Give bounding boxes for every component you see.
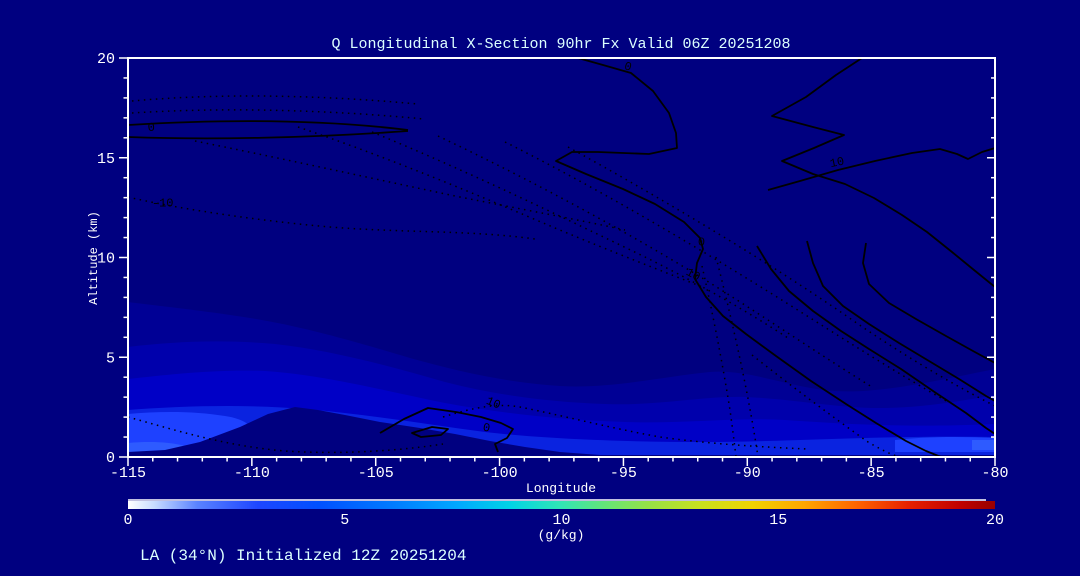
dotted-contour <box>504 141 949 403</box>
dotted-contour <box>371 131 789 339</box>
solid-contour-lines <box>128 58 995 457</box>
x-tick-label: -80 <box>981 465 1008 482</box>
x-tick-label: -85 <box>858 465 885 482</box>
contour-value-labels: 0 -10 0 0 10 10 10 0 <box>147 59 846 435</box>
dotted-contour-lines <box>128 95 995 457</box>
x-tick-label: -115 <box>110 465 146 482</box>
x-tick-label: -90 <box>734 465 761 482</box>
y-tick-label: 15 <box>97 151 115 168</box>
colorbar-unit: (g/kg) <box>538 528 585 543</box>
solid-contour-diag-1 <box>756 245 995 435</box>
solid-contour-small-loop <box>411 426 449 438</box>
contour-label: 10 <box>683 265 702 284</box>
solid-contour-diag-2 <box>806 240 995 402</box>
contour-label: -10 <box>152 197 174 211</box>
dotted-contour <box>194 140 626 231</box>
solid-contour-zero-lens-top <box>128 120 409 131</box>
contour-label: 0 <box>147 121 155 136</box>
colorbar-tick-labels: 0 5 10 15 20 <box>123 512 1004 529</box>
colorbar-tick-label: 15 <box>769 512 787 529</box>
solid-contour-zigzag <box>771 58 995 288</box>
solid-contour-zero-lens-bottom <box>128 130 409 140</box>
solid-contour-diag-3 <box>862 242 995 364</box>
dotted-contour <box>437 135 873 388</box>
x-tick-label: -95 <box>610 465 637 482</box>
y-tick-label: 20 <box>97 51 115 68</box>
q-band-6-right <box>972 440 995 450</box>
x-axis-title: Longitude <box>526 481 596 496</box>
contour-label: 10 <box>829 154 846 171</box>
contour-label: 0 <box>698 236 705 250</box>
solid-contour-ten <box>767 147 995 191</box>
colorbar-tick-label: 20 <box>986 512 1004 529</box>
contour-label: 10 <box>484 394 503 412</box>
colorbar-tick-label: 5 <box>340 512 349 529</box>
contour-label: 0 <box>482 421 492 436</box>
x-tick-label: -100 <box>482 465 518 482</box>
terrain-silhouette <box>128 407 995 457</box>
colorbar-gradient <box>128 501 995 509</box>
dotted-contour <box>131 95 419 105</box>
chart-title: Q Longitudinal X-Section 90hr Fx Valid 0… <box>331 36 790 53</box>
colorbar-tick-label: 10 <box>552 512 570 529</box>
dotted-contour <box>131 109 425 120</box>
y-axis-title: Altitude (km) <box>87 211 101 305</box>
y-tick-label: 5 <box>106 350 115 367</box>
x-tick-label: -105 <box>358 465 394 482</box>
dotted-contour <box>715 256 759 457</box>
solid-contour-main <box>555 58 942 457</box>
dotted-contour <box>297 126 706 289</box>
moisture-fill-layers <box>128 302 995 457</box>
x-tick-label: -110 <box>234 465 270 482</box>
init-info-text: LA (34°N) Initialized 12Z 20251204 <box>140 547 466 565</box>
contour-label: 0 <box>623 59 634 74</box>
y-tick-label: 10 <box>97 251 115 268</box>
axis-ticks <box>119 57 996 466</box>
y-tick-label: 0 <box>106 450 115 467</box>
dotted-contour-minus10 <box>128 196 536 240</box>
dotted-contour-plus10 <box>442 404 809 450</box>
colorbar-tick-label: 0 <box>123 512 132 529</box>
solid-contour-hook <box>379 407 514 453</box>
